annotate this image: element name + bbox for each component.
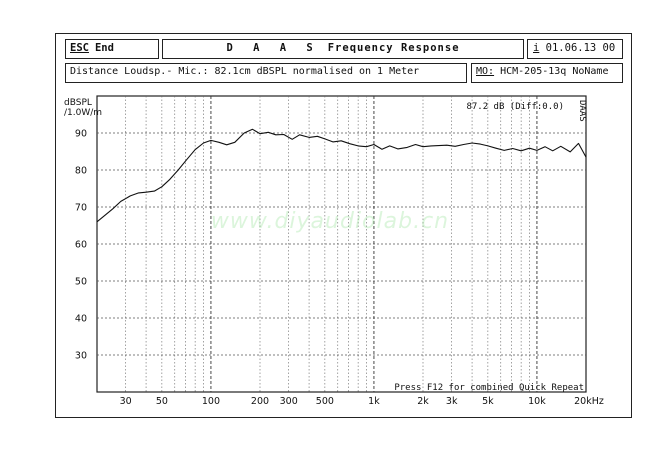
y-tick-label: 50 [75, 277, 87, 288]
date-info-button[interactable]: i 01.06.13 00 06 [527, 39, 623, 59]
y-axis-label: dBSPL /1.0W/m [64, 98, 102, 118]
window-title: D A A S Frequency Response [162, 39, 524, 59]
model-key-label: MO: [476, 66, 495, 77]
model-field[interactable]: MO: HCM-205-13q NoName [471, 63, 623, 83]
info-key-label: i [533, 42, 540, 54]
y-tick-label: 30 [75, 351, 87, 362]
x-tick-label: 200 [251, 396, 269, 407]
x-tick-label: 2k [417, 396, 429, 407]
chart-series [96, 128, 587, 223]
daas-window: ESC End D A A S Frequency Response i 01.06… [55, 33, 632, 418]
x-tick-label: 10k [528, 396, 546, 407]
description-text: Distance Loudsp.- Mic.: 82.1cm dBSPL nor… [70, 66, 420, 77]
frequency-response-line [96, 128, 587, 223]
x-tick-label: 50 [156, 396, 168, 407]
y-tick-label: 40 [75, 314, 87, 325]
x-tick-label: 3k [446, 396, 458, 407]
chart-ticks: 90 80 70 60 50 40 30 30 50 100 200 300 500 1k 2k 3k 5k 10… [75, 129, 604, 408]
x-tick-label: 5k [482, 396, 494, 407]
model-name: HCM-205-13q NoName [500, 66, 609, 77]
y-tick-label: 60 [75, 240, 87, 251]
measurement-title: Frequency Response [327, 42, 460, 54]
x-tick-label: 1k [368, 396, 380, 407]
esc-key-label: ESC [70, 42, 89, 54]
esc-end-button[interactable]: ESC End [65, 39, 159, 59]
y-tick-label: 70 [75, 203, 87, 214]
watermark-text: www.diyaudiolab.cn [211, 209, 449, 234]
end-label: End [94, 42, 114, 54]
x-tick-label: 30 [120, 396, 132, 407]
y-tick-label: 90 [75, 129, 87, 140]
program-name: D A A S [226, 42, 320, 54]
y-axis-label-line2: /1.0W/m [64, 108, 103, 118]
x-tick-label: 100 [202, 396, 220, 407]
quick-repeat-hint: Press F12 for combined Quick Repeat [394, 383, 584, 393]
x-tick-label: 20kHz [574, 396, 604, 407]
y-tick-label: 80 [75, 166, 87, 177]
vertical-tag: DAAS [577, 100, 587, 122]
y-axis-label-line1: dBSPL [64, 98, 92, 108]
x-tick-label: 300 [280, 396, 298, 407]
date-time: 01.06.13 00 06 [545, 42, 622, 54]
x-tick-label: 500 [316, 396, 334, 407]
measurement-description: Distance Loudsp.- Mic.: 82.1cm dBSPL nor… [65, 63, 467, 83]
level-readout: 87.2 dB (Diff:0.0) [466, 102, 564, 112]
